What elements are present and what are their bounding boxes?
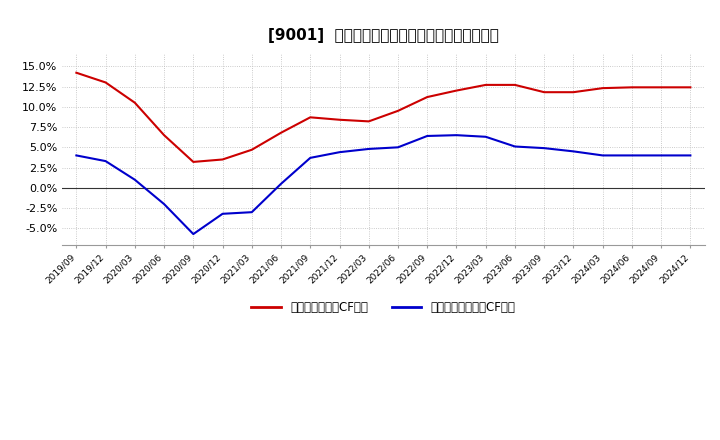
Legend: 有利子負債営業CF比率, 有利子負債フリーCF比率: 有利子負債営業CF比率, 有利子負債フリーCF比率 (246, 296, 521, 319)
Title: [9001]  有利子負債キャッシュフロー比率の推移: [9001] 有利子負債キャッシュフロー比率の推移 (268, 28, 499, 43)
